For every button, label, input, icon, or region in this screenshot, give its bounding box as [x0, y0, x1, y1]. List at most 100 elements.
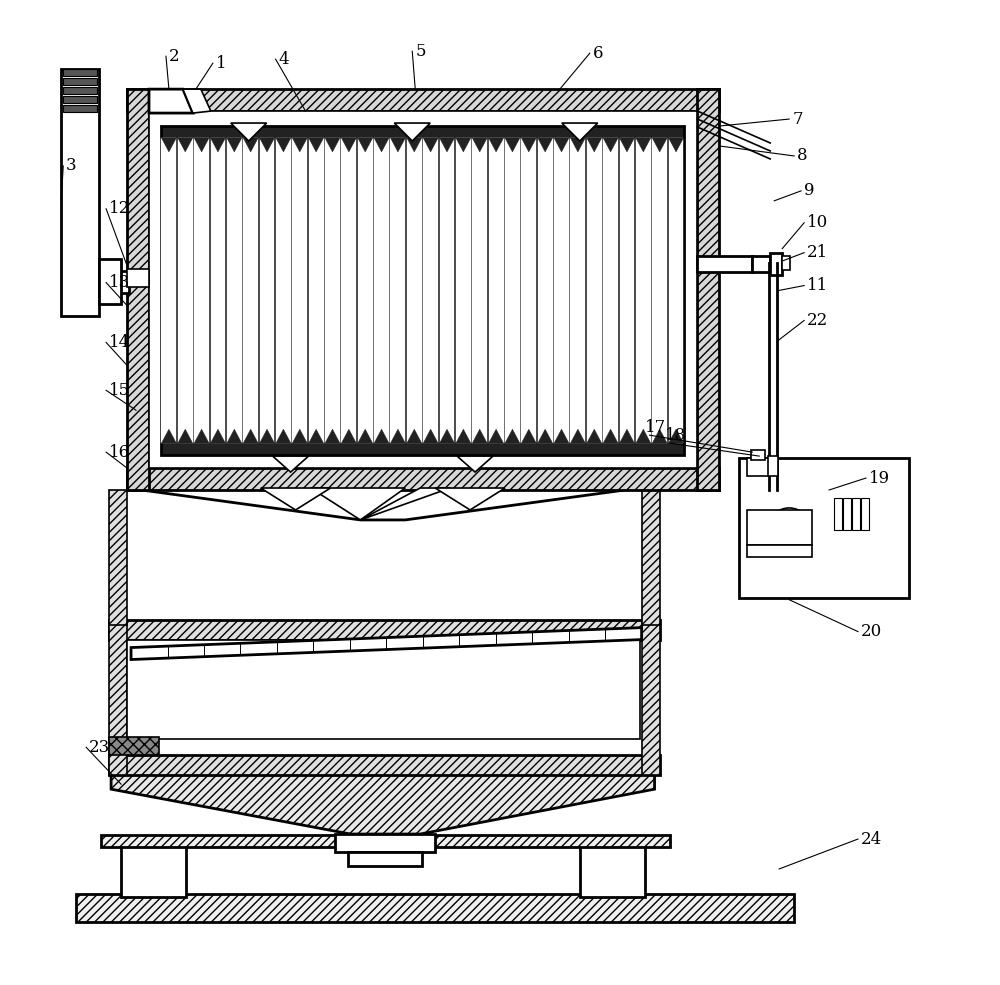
- Bar: [227, 138, 242, 443]
- Polygon shape: [440, 138, 454, 152]
- Text: 3: 3: [66, 158, 77, 174]
- Bar: [739, 458, 909, 598]
- Bar: [109, 738, 159, 755]
- Polygon shape: [276, 429, 291, 443]
- Polygon shape: [620, 429, 634, 443]
- Polygon shape: [472, 138, 487, 152]
- Bar: [127, 468, 719, 490]
- Text: 13: 13: [109, 274, 130, 292]
- Bar: [636, 138, 651, 443]
- Text: 5: 5: [415, 42, 426, 60]
- Bar: [260, 138, 274, 443]
- Polygon shape: [358, 138, 373, 152]
- Polygon shape: [489, 138, 504, 152]
- Bar: [76, 893, 794, 922]
- Polygon shape: [243, 429, 258, 443]
- Polygon shape: [505, 138, 520, 152]
- Polygon shape: [636, 138, 651, 152]
- Polygon shape: [538, 429, 553, 443]
- Polygon shape: [456, 138, 471, 152]
- Bar: [109, 755, 660, 775]
- Bar: [747, 510, 812, 545]
- Polygon shape: [178, 138, 193, 152]
- Polygon shape: [521, 429, 536, 443]
- Polygon shape: [360, 488, 450, 520]
- Polygon shape: [652, 429, 667, 443]
- Polygon shape: [521, 138, 536, 152]
- Bar: [620, 138, 634, 443]
- Bar: [161, 126, 684, 455]
- Bar: [127, 639, 640, 740]
- Polygon shape: [374, 138, 389, 152]
- Polygon shape: [183, 89, 211, 113]
- Bar: [843, 498, 851, 530]
- Polygon shape: [111, 774, 655, 834]
- Text: 4: 4: [279, 50, 289, 68]
- Bar: [109, 620, 127, 775]
- Bar: [127, 89, 719, 111]
- Polygon shape: [260, 429, 274, 443]
- Bar: [109, 490, 127, 624]
- Bar: [194, 138, 209, 443]
- Bar: [652, 138, 667, 443]
- Bar: [538, 138, 553, 443]
- Bar: [580, 839, 645, 897]
- Polygon shape: [325, 429, 340, 443]
- Bar: [861, 498, 869, 530]
- Bar: [570, 138, 585, 443]
- Polygon shape: [620, 138, 634, 152]
- Polygon shape: [489, 429, 504, 443]
- Bar: [341, 138, 356, 443]
- Polygon shape: [127, 488, 640, 520]
- Polygon shape: [161, 429, 176, 443]
- Bar: [348, 852, 422, 866]
- Polygon shape: [587, 138, 602, 152]
- Polygon shape: [603, 429, 618, 443]
- Polygon shape: [261, 488, 330, 510]
- Polygon shape: [194, 429, 209, 443]
- Bar: [505, 138, 520, 443]
- Bar: [149, 111, 697, 468]
- Bar: [852, 498, 860, 530]
- Bar: [747, 545, 812, 557]
- Text: 16: 16: [109, 443, 130, 461]
- Polygon shape: [562, 123, 598, 141]
- Polygon shape: [554, 429, 569, 443]
- Polygon shape: [325, 138, 340, 152]
- Bar: [440, 138, 454, 443]
- Bar: [99, 271, 129, 293]
- Bar: [63, 97, 97, 103]
- Bar: [423, 138, 438, 443]
- Text: 12: 12: [109, 200, 130, 218]
- Polygon shape: [570, 138, 585, 152]
- Bar: [63, 78, 97, 85]
- Bar: [127, 89, 149, 490]
- Polygon shape: [407, 429, 422, 443]
- Polygon shape: [231, 123, 267, 141]
- Bar: [101, 835, 670, 847]
- Text: 8: 8: [797, 148, 808, 164]
- Polygon shape: [570, 429, 585, 443]
- Bar: [292, 138, 307, 443]
- Polygon shape: [311, 488, 405, 520]
- Polygon shape: [131, 627, 642, 660]
- Text: 11: 11: [807, 277, 828, 295]
- Polygon shape: [227, 138, 242, 152]
- Bar: [642, 620, 660, 775]
- Text: 17: 17: [645, 420, 666, 436]
- Polygon shape: [309, 138, 324, 152]
- Bar: [99, 259, 121, 303]
- Text: 24: 24: [861, 830, 882, 847]
- Polygon shape: [273, 456, 309, 472]
- Polygon shape: [243, 138, 258, 152]
- Bar: [472, 138, 487, 443]
- Bar: [161, 138, 176, 443]
- Polygon shape: [554, 138, 569, 152]
- Bar: [61, 69, 99, 316]
- Polygon shape: [149, 89, 193, 113]
- Text: 7: 7: [792, 110, 803, 127]
- Polygon shape: [178, 429, 193, 443]
- Bar: [669, 138, 683, 443]
- Bar: [834, 498, 842, 530]
- Polygon shape: [669, 138, 683, 152]
